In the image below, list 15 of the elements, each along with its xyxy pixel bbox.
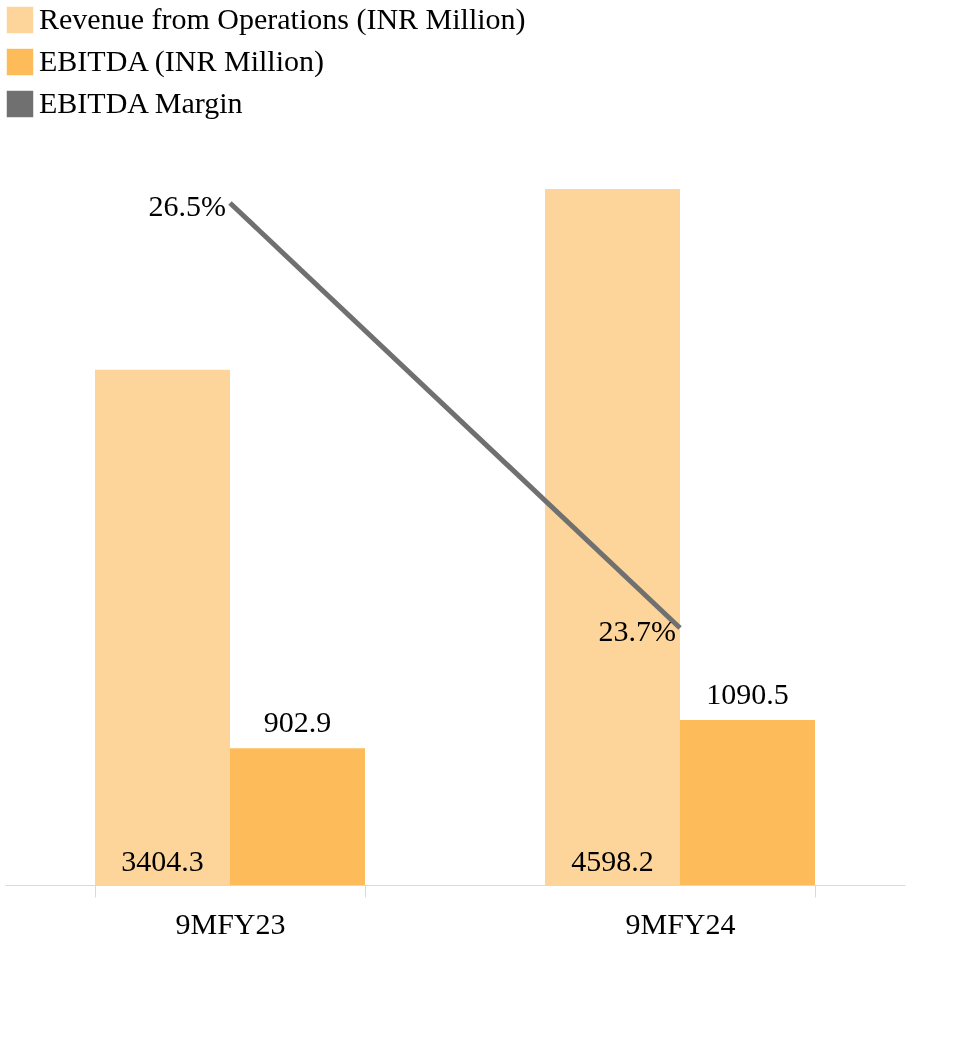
legend-label: EBITDA Margin — [39, 86, 243, 119]
bar — [230, 748, 365, 885]
legend-label: EBITDA (INR Million) — [39, 44, 324, 78]
data-label: 3404.3 — [121, 844, 204, 877]
legend-label: Revenue from Operations (INR Million) — [39, 2, 526, 36]
data-label: 902.9 — [263, 705, 332, 739]
bar — [545, 189, 680, 885]
bar — [95, 369, 230, 885]
data-label: 26.5% — [148, 189, 226, 222]
data-label: 1090.5 — [706, 676, 789, 710]
x-tick-label: 9MFY24 — [625, 906, 736, 940]
x-tick-label: 9MFY23 — [175, 906, 286, 940]
data-label: 4598.2 — [571, 844, 654, 877]
data-label: 23.7% — [598, 614, 676, 647]
bar — [680, 719, 815, 885]
